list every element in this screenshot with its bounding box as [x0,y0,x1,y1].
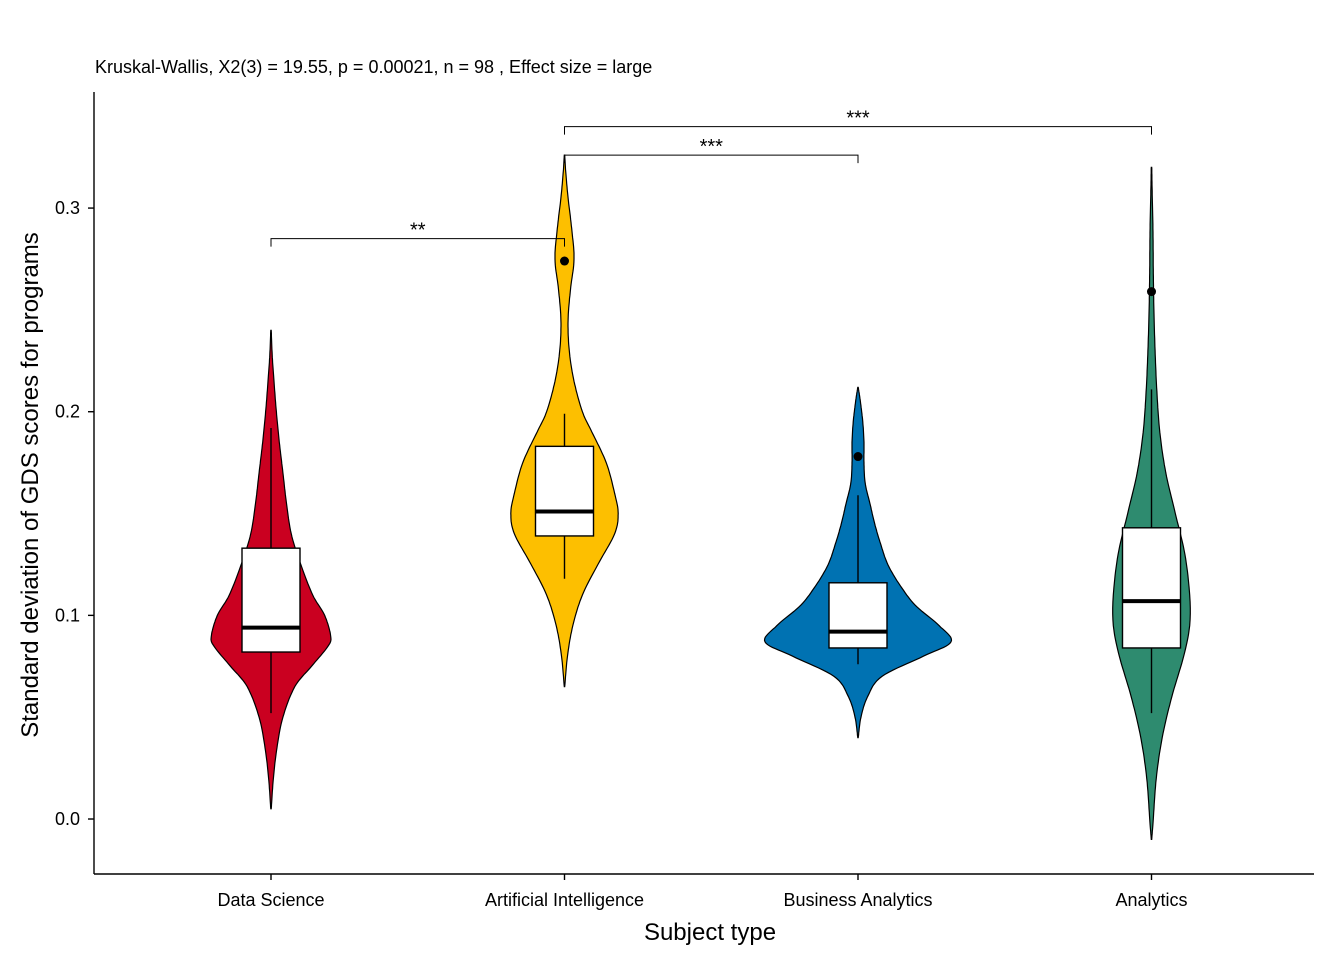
x-tick-label: Analytics [1115,890,1187,910]
box-artificial-intelligence [534,445,595,537]
y-tick-label: 0.3 [55,198,80,218]
box-data-science [241,547,301,653]
y-tick-label: 0.1 [55,605,80,625]
y-axis-title: Standard deviation of GDS scores for pro… [17,232,44,738]
x-axis-title: Subject type [644,919,776,946]
significance-bracket [564,126,1152,135]
significance-label: *** [846,108,870,130]
axes [93,92,1314,875]
x-tick-label: Business Analytics [783,890,932,910]
group-analytics [1112,166,1191,840]
box-analytics [1121,527,1182,649]
box-business-analytics [828,582,888,649]
outlier-point [1147,287,1156,297]
x-tick-label: Artificial Intelligence [485,890,644,910]
significance-bracket [564,154,859,164]
x-tick-label: Data Science [217,890,324,910]
y-axis-ticks: 0.0 0.1 0.2 0.3 [55,198,94,829]
violins-layer [210,154,1191,840]
y-tick-label: 0.2 [55,402,80,422]
y-tick-label: 0.0 [55,809,80,829]
group-business-analytics [763,386,953,739]
significance-label: ** [410,220,426,242]
x-axis-ticks: Data Science Artificial Intelligence Busin… [217,874,1188,910]
significance-brackets: ******** [270,108,1152,247]
group-data-science [210,329,332,810]
outlier-point [560,256,569,266]
significance-bracket [270,238,565,247]
significance-label: *** [700,136,724,158]
group-artificial-intelligence [510,154,619,688]
outlier-point [853,452,863,462]
chart-subtitle: Kruskal-Wallis, X2(3) = 19.55, p = 0.000… [95,57,652,77]
